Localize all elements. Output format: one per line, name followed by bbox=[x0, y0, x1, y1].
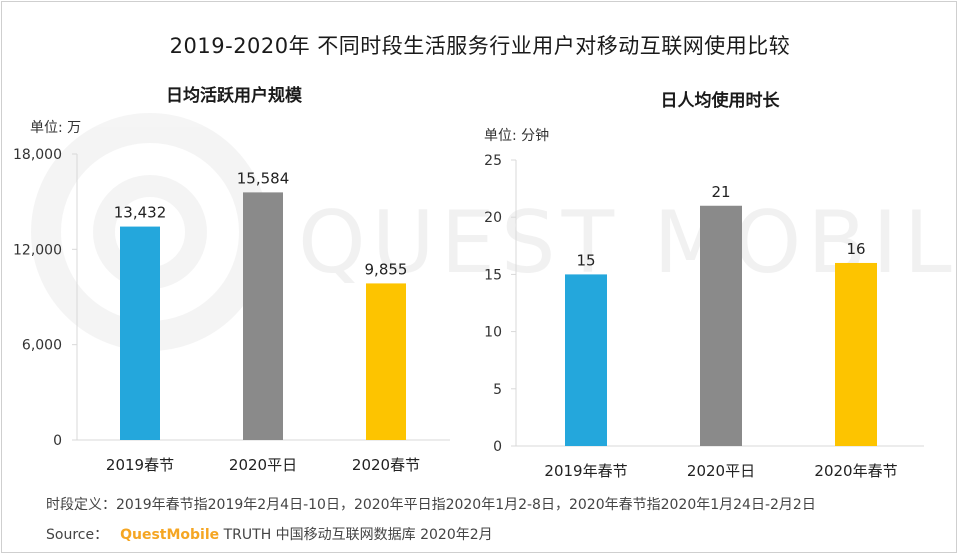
chart-title: 日人均使用时长 bbox=[661, 90, 781, 111]
y-tick-label: 10 bbox=[484, 325, 502, 341]
page-title: 2019-2020年 不同时段生活服务行业用户对移动互联网使用比较 bbox=[169, 34, 791, 58]
y-tick-label: 25 bbox=[484, 153, 502, 169]
bar bbox=[366, 283, 406, 440]
category-label: 2019春节 bbox=[106, 456, 174, 474]
data-label: 15 bbox=[576, 251, 595, 269]
source-label: Source： bbox=[46, 527, 109, 543]
y-tick-label: 20 bbox=[484, 210, 502, 226]
data-label: 16 bbox=[846, 240, 865, 258]
category-label: 2019年春节 bbox=[544, 462, 627, 480]
unit-label: 单位: 万 bbox=[30, 120, 81, 136]
y-tick-label: 18,000 bbox=[13, 147, 62, 163]
y-tick-label: 0 bbox=[493, 439, 502, 455]
category-label: 2020年春节 bbox=[814, 462, 897, 480]
data-label: 9,855 bbox=[365, 260, 408, 278]
bar bbox=[700, 205, 742, 446]
footer-source: Source： QuestMobile TRUTH 中国移动互联网数据库 2020… bbox=[46, 524, 493, 544]
y-tick-label: 6,000 bbox=[22, 338, 62, 354]
data-label: 21 bbox=[711, 183, 730, 201]
bar bbox=[120, 226, 160, 440]
source-text: TRUTH 中国移动互联网数据库 2020年2月 bbox=[223, 527, 493, 543]
category-label: 2020春节 bbox=[352, 456, 420, 474]
y-tick-label: 5 bbox=[493, 382, 502, 398]
bar bbox=[835, 262, 877, 446]
y-tick-label: 0 bbox=[53, 433, 62, 449]
y-tick-label: 15 bbox=[484, 267, 502, 283]
source-brand: QuestMobile bbox=[120, 527, 220, 543]
category-label: 2020平日 bbox=[687, 462, 755, 480]
category-label: 2020平日 bbox=[229, 456, 297, 474]
bar bbox=[243, 192, 283, 440]
footer-definition: 时段定义：2019年春节指2019年2月4日-10日，2020年平日指2020年… bbox=[46, 497, 816, 513]
y-tick-label: 12,000 bbox=[13, 242, 62, 258]
unit-label: 单位: 分钟 bbox=[484, 127, 549, 144]
data-label: 13,432 bbox=[114, 204, 167, 222]
data-label: 15,584 bbox=[237, 169, 290, 187]
bar bbox=[565, 274, 607, 446]
chart-title: 日均活跃用户规模 bbox=[166, 85, 303, 106]
